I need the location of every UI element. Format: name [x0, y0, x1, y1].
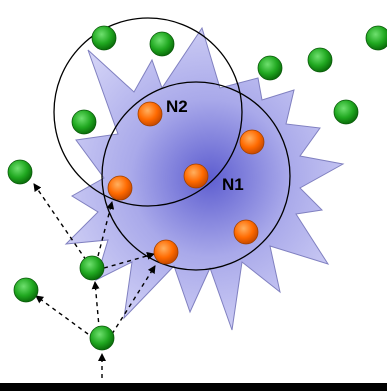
label-n1: N1 — [222, 175, 244, 194]
green-node — [91, 25, 117, 51]
green-node — [149, 31, 175, 57]
orange-node — [183, 163, 209, 189]
green-node — [89, 325, 115, 351]
active-nodes — [107, 101, 265, 265]
orange-node — [137, 101, 163, 127]
green-node — [7, 159, 33, 185]
green-node — [365, 25, 387, 51]
green-node — [257, 55, 283, 81]
green-node — [71, 109, 97, 135]
range-circle-n1 — [101, 81, 291, 271]
green-node — [307, 47, 333, 73]
range-circle-n2 — [53, 17, 243, 207]
green-node — [333, 99, 359, 125]
baseline-bar — [0, 383, 387, 391]
arrow-to-orange-bottom — [111, 265, 156, 335]
label-n2: N2 — [166, 97, 188, 116]
arrow-to-left-green — [35, 295, 89, 335]
orange-node — [153, 239, 179, 265]
idle-nodes — [7, 25, 387, 351]
orange-node — [239, 129, 265, 155]
arrow-to-orange-left — [97, 201, 115, 257]
green-node — [79, 255, 105, 281]
orange-node — [107, 175, 133, 201]
arrow-to-orange-bottom-2 — [103, 252, 155, 269]
green-node — [13, 277, 39, 303]
orange-node — [233, 219, 259, 245]
